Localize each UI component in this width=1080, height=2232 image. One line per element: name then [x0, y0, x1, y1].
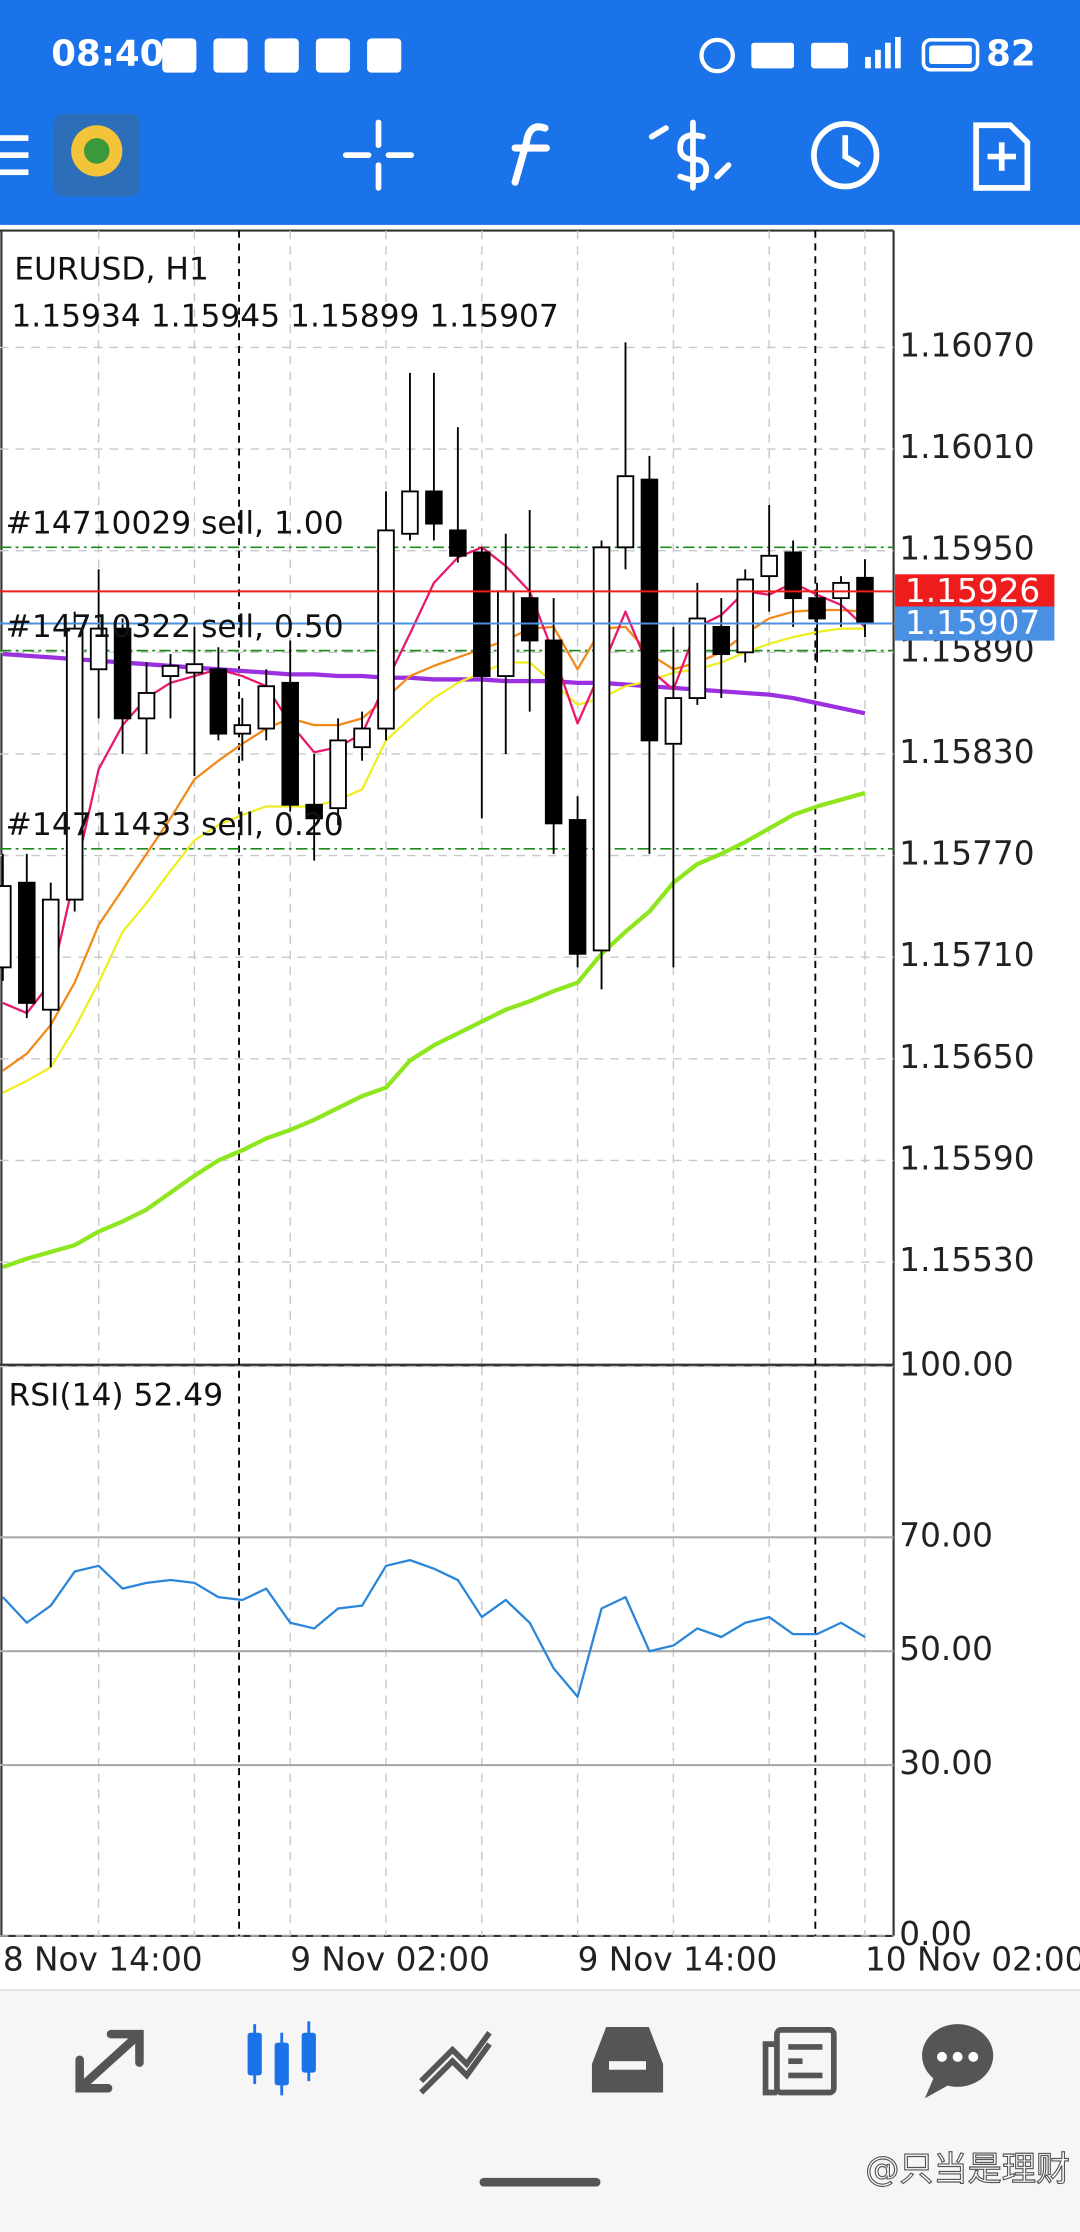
y-tick-label: 100.00: [899, 1346, 1013, 1384]
y-tick-label: 1.15530: [899, 1241, 1034, 1279]
candle-body: [41, 898, 60, 1011]
candle-body: [856, 576, 874, 625]
candle-body: [736, 578, 754, 654]
order-label: #14711433 sell, 0.20: [6, 807, 344, 843]
candle-body: [425, 490, 443, 525]
status-time: 08:40: [51, 34, 164, 75]
y-tick-label: 1.15710: [899, 936, 1034, 974]
y-tick-label: 1.15590: [899, 1139, 1034, 1177]
candle-body: [137, 692, 156, 720]
chart-title: EURUSD, H1: [14, 251, 209, 287]
candle-body: [89, 627, 108, 671]
candle-body: [568, 819, 587, 955]
candle-body: [808, 597, 826, 620]
x-tick-label: 10 Nov 02:00: [865, 1941, 1080, 1979]
price-label: 1.15907: [905, 604, 1040, 642]
y-tick-label: 0.00: [899, 1915, 972, 1953]
candle-body: [0, 885, 12, 969]
candle-body: [688, 617, 707, 699]
nav-messages[interactable]: [922, 2024, 994, 2099]
candle-body: [305, 803, 323, 820]
candle-body: [616, 475, 635, 549]
y-tick-label: 70.00: [899, 1516, 993, 1554]
plot-layer: [0, 342, 894, 1698]
y-tick-label: 30.00: [899, 1744, 993, 1782]
candle-body: [161, 664, 180, 677]
bottom-nav: [0, 1990, 1080, 2232]
home-indicator: [479, 2177, 601, 2187]
candle-body: [281, 681, 299, 806]
candle-body: [712, 626, 731, 655]
candle-body: [377, 529, 395, 730]
candle-body: [520, 597, 539, 642]
indicator-line: [2, 790, 866, 1270]
y-tick-label: 1.15650: [899, 1038, 1034, 1076]
nav-history[interactable]: [591, 2027, 664, 2093]
y-tick-label: 1.15770: [899, 835, 1034, 873]
candle-body: [592, 546, 611, 952]
x-tick-label: 8 Nov 14:00: [3, 1941, 203, 1979]
candle-body: [233, 724, 252, 735]
candle-body: [449, 529, 467, 557]
watermark: @只当是理财: [865, 2149, 1070, 2189]
candle-body: [209, 668, 228, 735]
indicator-line: [2, 1558, 866, 1698]
candle-body: [257, 685, 276, 730]
nav-trade[interactable]: [419, 2031, 492, 2095]
candle-body: [664, 697, 683, 745]
price-label-box: [895, 606, 1055, 641]
candle-body: [401, 490, 419, 535]
history-button[interactable]: [811, 120, 880, 190]
candle-body: [496, 590, 515, 677]
chart-frames: [0, 229, 895, 1937]
crosshair-button[interactable]: [342, 119, 415, 191]
new-order-button[interactable]: [973, 122, 1031, 191]
indicator-line: [2, 651, 866, 716]
candle-body: [784, 551, 802, 600]
candle-body: [113, 627, 132, 720]
x-tick-label: 9 Nov 02:00: [290, 1941, 490, 1979]
trade-button[interactable]: [648, 119, 732, 191]
nav-chart[interactable]: [247, 2021, 316, 2096]
y-tick-label: 1.16070: [899, 326, 1034, 364]
candle-body: [185, 663, 204, 674]
nav-quotes[interactable]: [75, 2029, 144, 2093]
nav-news[interactable]: [762, 2027, 837, 2096]
y-tick-label: 1.15830: [899, 733, 1034, 771]
candle-body: [640, 478, 659, 742]
app-icon[interactable]: [54, 113, 140, 197]
indicator-line: [2, 627, 865, 1094]
y-tick-label: 1.15950: [899, 530, 1034, 568]
x-tick-label: 9 Nov 14:00: [578, 1941, 778, 1979]
price-label: 1.15926: [905, 572, 1040, 610]
indicators-button[interactable]: [511, 123, 550, 186]
price-label-box: [895, 574, 1055, 609]
menu-button[interactable]: [0, 135, 29, 176]
ohlc-readout: 1.15934 1.15945 1.15899 1.15907: [11, 298, 558, 334]
candle-body: [329, 739, 347, 810]
order-label: #14710029 sell, 1.00: [6, 506, 344, 542]
y-tick-label: 1.16010: [899, 428, 1034, 466]
battery-level: 82: [986, 34, 1035, 75]
grid-layer: [0, 230, 894, 1937]
candle-body: [18, 881, 36, 1004]
candle-body: [473, 551, 491, 677]
order-label: #14710322 sell, 0.50: [6, 609, 344, 645]
rsi-title: RSI(14) 52.49: [9, 1377, 224, 1413]
candle-body: [760, 554, 778, 578]
candle-body: [65, 627, 84, 901]
candle-body: [544, 639, 563, 825]
status-icons: [162, 37, 980, 74]
candle-body: [353, 727, 371, 749]
y-tick-label: 50.00: [899, 1630, 993, 1668]
